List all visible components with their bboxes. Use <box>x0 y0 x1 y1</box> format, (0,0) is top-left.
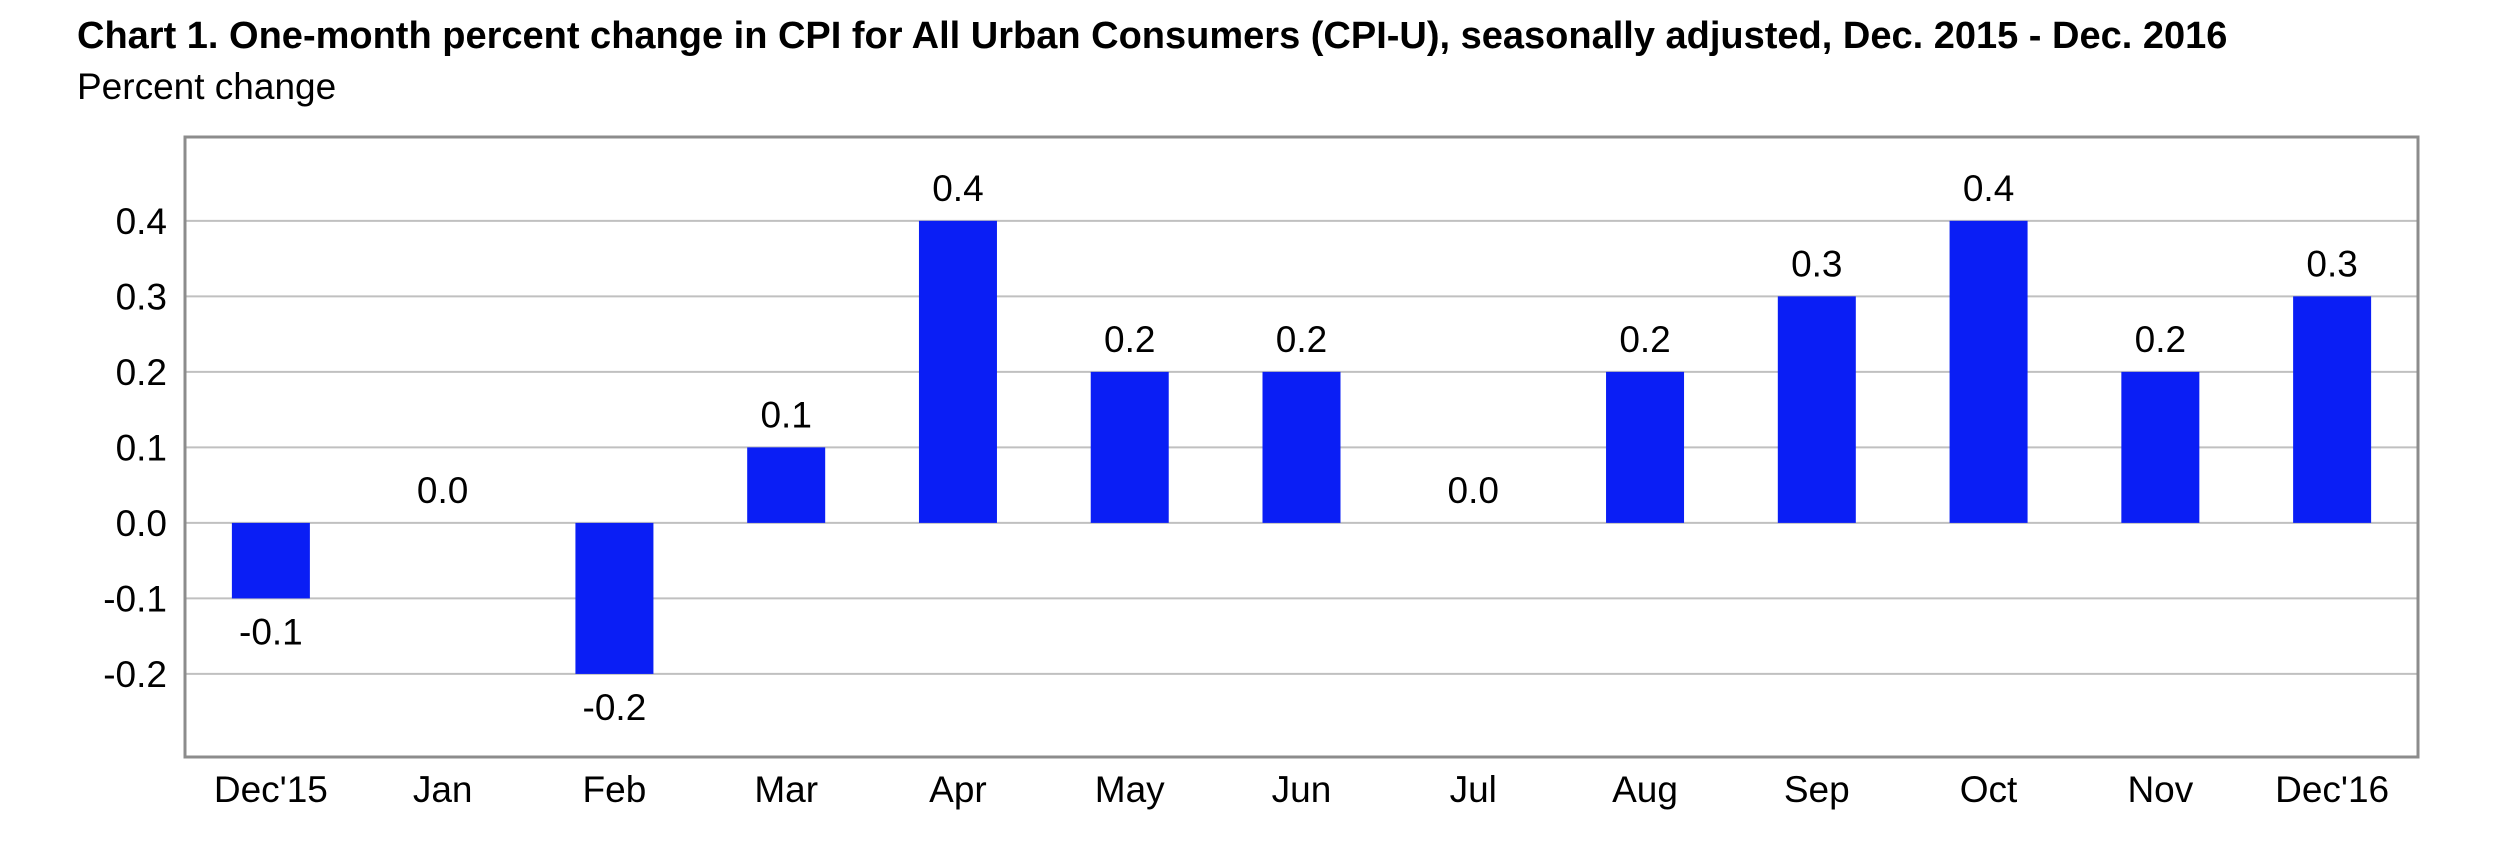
y-axis-ticks: 0.4 0.3 0.2 0.1 0.0 -0.1 -0.2 <box>103 201 167 695</box>
bar <box>231 522 310 599</box>
data-label: 0.4 <box>932 168 983 209</box>
data-label: 0.3 <box>2306 243 2357 284</box>
y-axis-label: Percent change <box>77 66 337 107</box>
y-tick-label: 0.0 <box>116 503 167 544</box>
x-tick-label: Mar <box>754 769 818 810</box>
x-tick-label: Nov <box>2127 769 2193 810</box>
data-label: 0.2 <box>1619 319 1670 360</box>
bar <box>1262 371 1341 523</box>
y-tick-label: 0.2 <box>116 352 167 393</box>
y-tick-label: 0.1 <box>116 427 167 468</box>
x-tick-label: Feb <box>583 769 647 810</box>
x-tick-label: Apr <box>929 769 987 810</box>
data-label: 0.3 <box>1791 243 1842 284</box>
bars <box>231 220 2372 674</box>
y-tick-label: 0.4 <box>116 201 167 242</box>
data-label: 0.1 <box>760 394 811 435</box>
x-tick-label: Dec'16 <box>2275 769 2389 810</box>
data-label: 0.2 <box>1104 319 1155 360</box>
data-label: -0.1 <box>239 611 303 652</box>
bar <box>918 220 997 523</box>
bar <box>575 522 654 674</box>
data-label: 0.4 <box>1963 168 2014 209</box>
bar <box>1777 296 1856 523</box>
bar <box>747 447 826 523</box>
data-label: -0.2 <box>583 687 647 728</box>
data-label: 0.0 <box>417 470 468 511</box>
x-axis-ticks: Dec'15 Jan Feb Mar Apr May Jun Jul Aug Sep Oct Nov D… <box>214 769 2389 810</box>
chart-title: Chart 1. One-month percent change in CPI… <box>77 15 2228 57</box>
data-label: 0.0 <box>1448 470 1499 511</box>
plot-frame <box>183 135 2420 759</box>
x-tick-label: Aug <box>1612 769 1678 810</box>
bar <box>1606 371 1685 523</box>
y-tick-label: 0.3 <box>116 276 167 317</box>
x-tick-label: Jul <box>1450 769 1497 810</box>
bar <box>1949 220 2028 523</box>
x-tick-label: Oct <box>1960 769 2018 810</box>
x-tick-label: Sep <box>1784 769 1850 810</box>
bar <box>2293 296 2372 523</box>
data-labels: -0.1 0.0 -0.2 0.1 0.4 0.2 0.2 0.0 0.2 0.3 0.4 0.2 0.… <box>239 168 2358 728</box>
x-tick-label: Dec'15 <box>214 769 328 810</box>
x-tick-label: Jan <box>413 769 473 810</box>
y-tick-label: -0.2 <box>103 654 167 695</box>
data-label: 0.2 <box>2135 319 2186 360</box>
x-tick-label: May <box>1095 769 1165 810</box>
y-tick-label: -0.1 <box>103 578 167 619</box>
bar <box>1090 371 1169 523</box>
x-tick-label: Jun <box>1272 769 1332 810</box>
data-label: 0.2 <box>1276 319 1327 360</box>
bar <box>2121 371 2200 523</box>
